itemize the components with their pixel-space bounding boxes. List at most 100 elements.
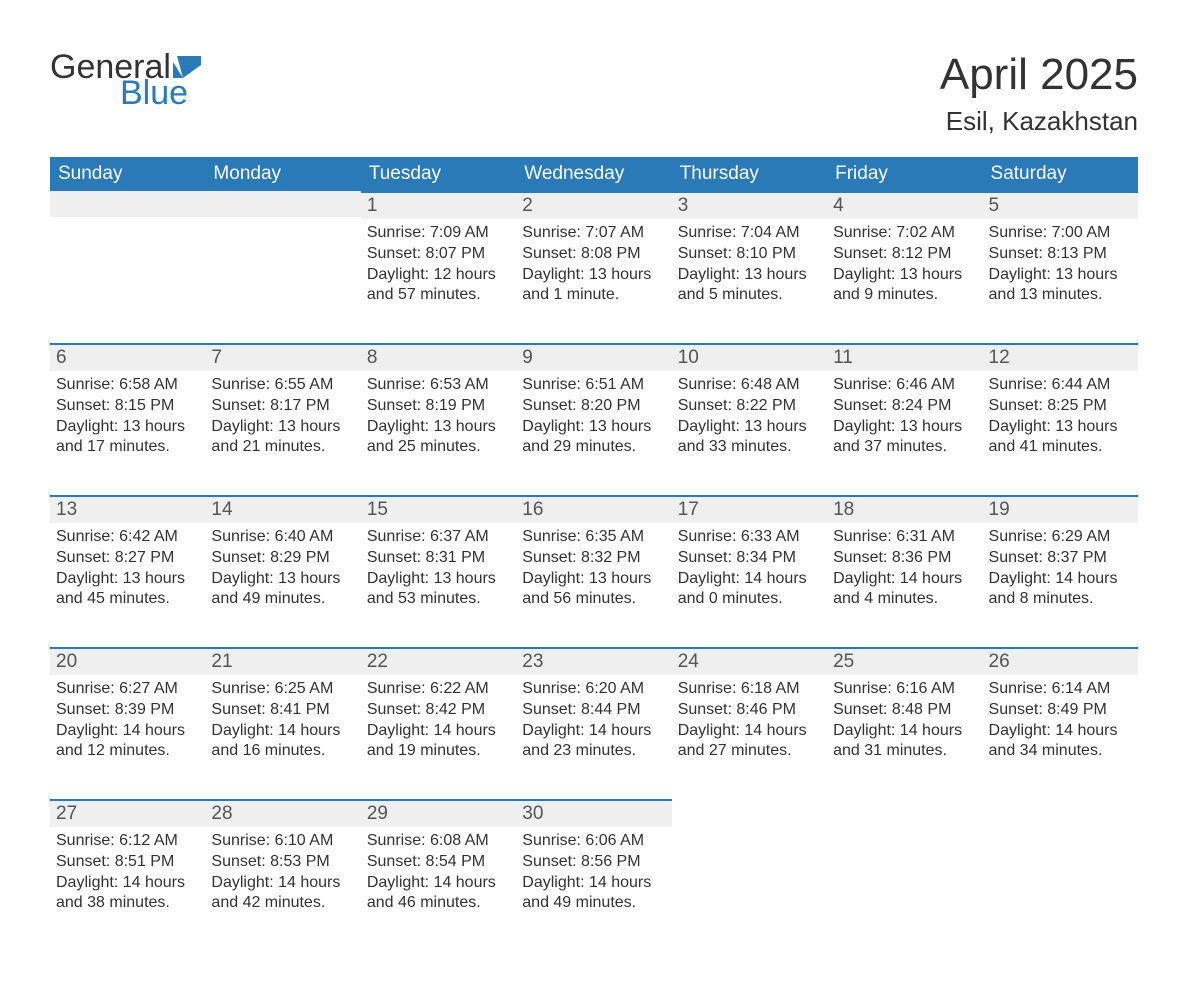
day-line-d1: Daylight: 13 hours bbox=[989, 265, 1132, 286]
calendar-day: 5Sunrise: 7:00 AMSunset: 8:13 PMDaylight… bbox=[983, 191, 1138, 343]
calendar-day: 3Sunrise: 7:04 AMSunset: 8:10 PMDaylight… bbox=[672, 191, 827, 343]
calendar-body: 1Sunrise: 7:09 AMSunset: 8:07 PMDaylight… bbox=[50, 191, 1138, 951]
calendar-day: 23Sunrise: 6:20 AMSunset: 8:44 PMDayligh… bbox=[516, 647, 671, 799]
month-title: April 2025 bbox=[940, 50, 1138, 100]
day-line-d1: Daylight: 14 hours bbox=[211, 873, 354, 894]
day-line-sr: Sunrise: 6:37 AM bbox=[367, 527, 510, 548]
day-line-sr: Sunrise: 6:10 AM bbox=[211, 831, 354, 852]
day-line-d2: and 53 minutes. bbox=[367, 589, 510, 610]
day-line-ss: Sunset: 8:39 PM bbox=[56, 700, 199, 721]
day-line-ss: Sunset: 8:25 PM bbox=[989, 396, 1132, 417]
day-line-d2: and 56 minutes. bbox=[522, 589, 665, 610]
day-line-ss: Sunset: 8:08 PM bbox=[522, 244, 665, 265]
day-line-d1: Daylight: 14 hours bbox=[211, 721, 354, 742]
day-number: 15 bbox=[361, 495, 516, 523]
logo-text-blue: Blue bbox=[120, 76, 203, 110]
day-line-ss: Sunset: 8:31 PM bbox=[367, 548, 510, 569]
day-details: Sunrise: 7:00 AMSunset: 8:13 PMDaylight:… bbox=[983, 219, 1138, 306]
day-line-d2: and 49 minutes. bbox=[211, 589, 354, 610]
day-line-ss: Sunset: 8:17 PM bbox=[211, 396, 354, 417]
day-line-ss: Sunset: 8:20 PM bbox=[522, 396, 665, 417]
day-line-d2: and 57 minutes. bbox=[367, 285, 510, 306]
day-number: 3 bbox=[672, 191, 827, 219]
weekday-header: Tuesday bbox=[361, 157, 516, 191]
calendar-day: 18Sunrise: 6:31 AMSunset: 8:36 PMDayligh… bbox=[827, 495, 982, 647]
weekday-header: Wednesday bbox=[516, 157, 671, 191]
day-line-d2: and 31 minutes. bbox=[833, 741, 976, 762]
day-line-d1: Daylight: 14 hours bbox=[833, 569, 976, 590]
day-number: 14 bbox=[205, 495, 360, 523]
calendar-day: 26Sunrise: 6:14 AMSunset: 8:49 PMDayligh… bbox=[983, 647, 1138, 799]
day-number: 28 bbox=[205, 799, 360, 827]
day-details: Sunrise: 6:48 AMSunset: 8:22 PMDaylight:… bbox=[672, 371, 827, 458]
day-line-d2: and 33 minutes. bbox=[678, 437, 821, 458]
day-line-ss: Sunset: 8:51 PM bbox=[56, 852, 199, 873]
day-line-ss: Sunset: 8:19 PM bbox=[367, 396, 510, 417]
calendar-day: 2Sunrise: 7:07 AMSunset: 8:08 PMDaylight… bbox=[516, 191, 671, 343]
day-line-sr: Sunrise: 6:29 AM bbox=[989, 527, 1132, 548]
day-line-d1: Daylight: 14 hours bbox=[56, 721, 199, 742]
day-line-sr: Sunrise: 6:18 AM bbox=[678, 679, 821, 700]
day-line-d2: and 19 minutes. bbox=[367, 741, 510, 762]
day-line-d1: Daylight: 13 hours bbox=[367, 417, 510, 438]
day-line-sr: Sunrise: 6:35 AM bbox=[522, 527, 665, 548]
location: Esil, Kazakhstan bbox=[940, 106, 1138, 137]
day-line-d1: Daylight: 13 hours bbox=[211, 417, 354, 438]
day-line-d2: and 23 minutes. bbox=[522, 741, 665, 762]
calendar-day: 28Sunrise: 6:10 AMSunset: 8:53 PMDayligh… bbox=[205, 799, 360, 951]
day-line-d2: and 46 minutes. bbox=[367, 893, 510, 914]
day-line-d2: and 27 minutes. bbox=[678, 741, 821, 762]
empty-daynum-bar bbox=[205, 191, 360, 217]
calendar-day: 11Sunrise: 6:46 AMSunset: 8:24 PMDayligh… bbox=[827, 343, 982, 495]
day-line-d2: and 12 minutes. bbox=[56, 741, 199, 762]
day-line-d1: Daylight: 13 hours bbox=[989, 417, 1132, 438]
day-number: 7 bbox=[205, 343, 360, 371]
day-line-ss: Sunset: 8:48 PM bbox=[833, 700, 976, 721]
day-line-ss: Sunset: 8:22 PM bbox=[678, 396, 821, 417]
day-details: Sunrise: 6:12 AMSunset: 8:51 PMDaylight:… bbox=[50, 827, 205, 914]
day-number: 2 bbox=[516, 191, 671, 219]
day-line-sr: Sunrise: 6:46 AM bbox=[833, 375, 976, 396]
day-details: Sunrise: 6:31 AMSunset: 8:36 PMDaylight:… bbox=[827, 523, 982, 610]
day-details: Sunrise: 6:55 AMSunset: 8:17 PMDaylight:… bbox=[205, 371, 360, 458]
day-line-d2: and 8 minutes. bbox=[989, 589, 1132, 610]
day-line-d2: and 41 minutes. bbox=[989, 437, 1132, 458]
day-line-sr: Sunrise: 7:00 AM bbox=[989, 223, 1132, 244]
day-line-d2: and 4 minutes. bbox=[833, 589, 976, 610]
calendar-day: 7Sunrise: 6:55 AMSunset: 8:17 PMDaylight… bbox=[205, 343, 360, 495]
day-line-ss: Sunset: 8:15 PM bbox=[56, 396, 199, 417]
day-number: 24 bbox=[672, 647, 827, 675]
day-number: 4 bbox=[827, 191, 982, 219]
day-number: 27 bbox=[50, 799, 205, 827]
calendar-week: 27Sunrise: 6:12 AMSunset: 8:51 PMDayligh… bbox=[50, 799, 1138, 951]
calendar-day: 27Sunrise: 6:12 AMSunset: 8:51 PMDayligh… bbox=[50, 799, 205, 951]
day-details: Sunrise: 6:16 AMSunset: 8:48 PMDaylight:… bbox=[827, 675, 982, 762]
calendar-day: 15Sunrise: 6:37 AMSunset: 8:31 PMDayligh… bbox=[361, 495, 516, 647]
day-line-d1: Daylight: 12 hours bbox=[367, 265, 510, 286]
calendar-day: 6Sunrise: 6:58 AMSunset: 8:15 PMDaylight… bbox=[50, 343, 205, 495]
day-line-sr: Sunrise: 6:31 AM bbox=[833, 527, 976, 548]
day-details: Sunrise: 6:58 AMSunset: 8:15 PMDaylight:… bbox=[50, 371, 205, 458]
calendar-day: 10Sunrise: 6:48 AMSunset: 8:22 PMDayligh… bbox=[672, 343, 827, 495]
day-details: Sunrise: 6:35 AMSunset: 8:32 PMDaylight:… bbox=[516, 523, 671, 610]
calendar-day: 19Sunrise: 6:29 AMSunset: 8:37 PMDayligh… bbox=[983, 495, 1138, 647]
day-details: Sunrise: 6:33 AMSunset: 8:34 PMDaylight:… bbox=[672, 523, 827, 610]
day-line-ss: Sunset: 8:27 PM bbox=[56, 548, 199, 569]
calendar-day: 29Sunrise: 6:08 AMSunset: 8:54 PMDayligh… bbox=[361, 799, 516, 951]
day-details: Sunrise: 6:42 AMSunset: 8:27 PMDaylight:… bbox=[50, 523, 205, 610]
calendar-table: SundayMondayTuesdayWednesdayThursdayFrid… bbox=[50, 157, 1138, 951]
day-number: 16 bbox=[516, 495, 671, 523]
day-number: 13 bbox=[50, 495, 205, 523]
day-line-sr: Sunrise: 6:33 AM bbox=[678, 527, 821, 548]
day-line-d2: and 42 minutes. bbox=[211, 893, 354, 914]
day-line-d2: and 25 minutes. bbox=[367, 437, 510, 458]
day-line-d1: Daylight: 13 hours bbox=[678, 417, 821, 438]
day-line-d1: Daylight: 14 hours bbox=[522, 721, 665, 742]
day-number: 30 bbox=[516, 799, 671, 827]
day-line-ss: Sunset: 8:49 PM bbox=[989, 700, 1132, 721]
day-number: 21 bbox=[205, 647, 360, 675]
weekday-header: Friday bbox=[827, 157, 982, 191]
day-line-d1: Daylight: 13 hours bbox=[833, 417, 976, 438]
weekday-header: Monday bbox=[205, 157, 360, 191]
day-number: 23 bbox=[516, 647, 671, 675]
